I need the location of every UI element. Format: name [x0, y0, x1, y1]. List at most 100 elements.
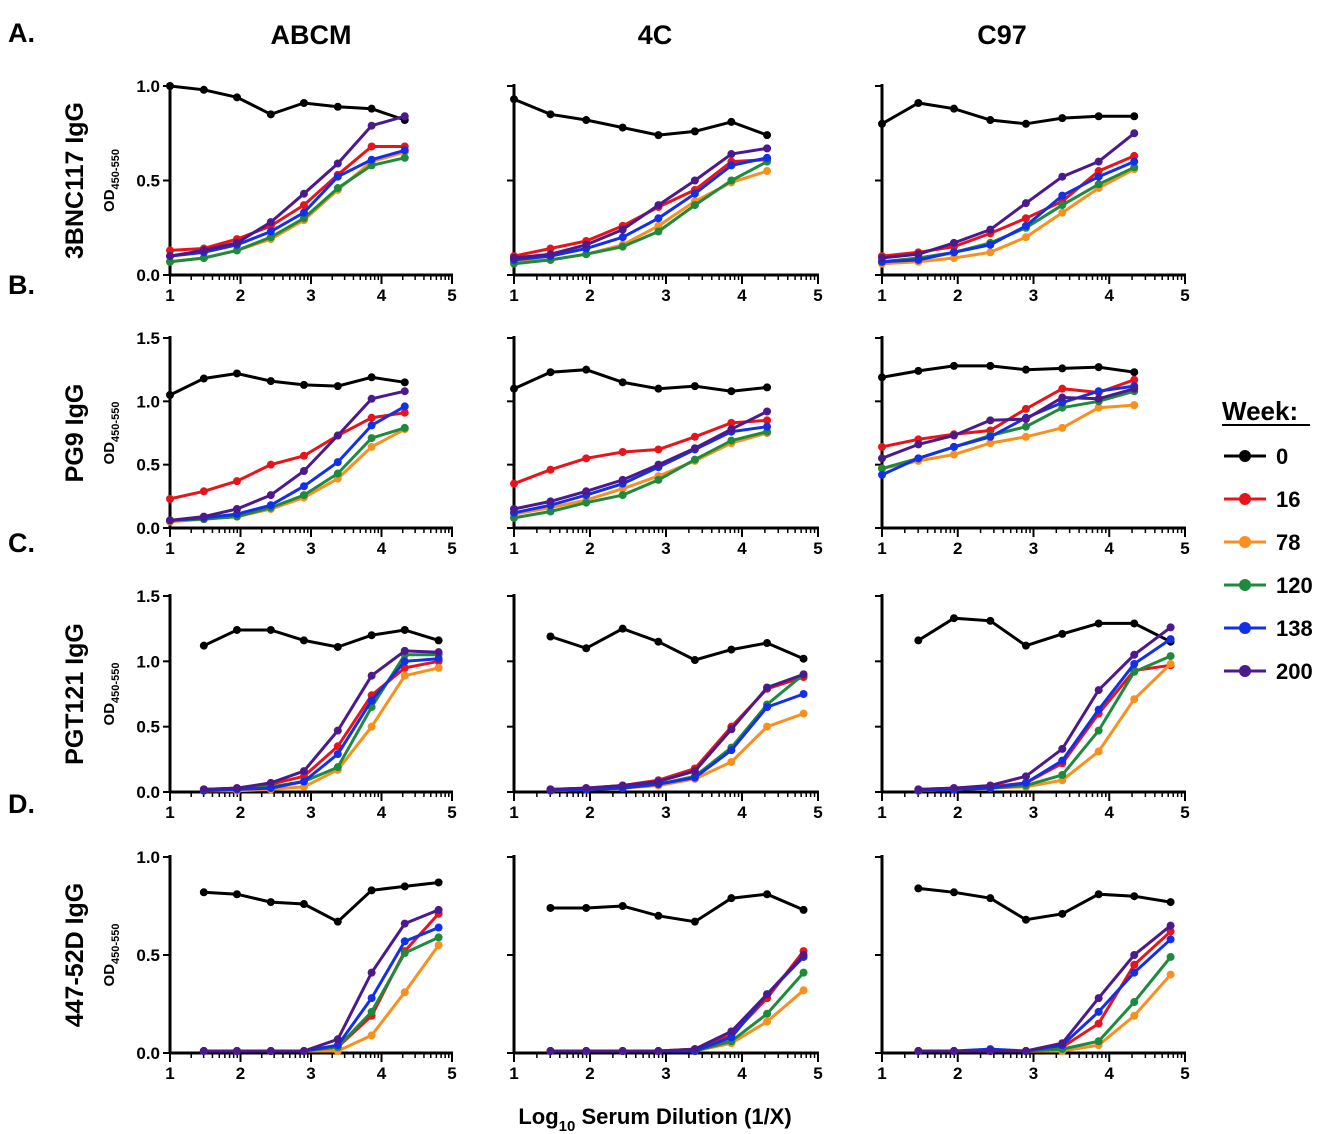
data-point [1166, 898, 1175, 907]
data-point [914, 785, 923, 794]
data-point [949, 784, 958, 793]
data-point [299, 767, 308, 776]
y-tick-label: 0.5 [136, 456, 160, 475]
data-point [582, 498, 591, 507]
x-tick-label: 4 [1105, 1064, 1115, 1083]
x-tick-label: 1 [877, 286, 886, 305]
data-point [986, 225, 995, 234]
data-point [690, 201, 699, 210]
data-point [878, 442, 886, 451]
data-point [914, 454, 923, 463]
series-week-0 [510, 365, 772, 396]
data-point [1094, 157, 1103, 166]
panel-letter: A. [8, 18, 35, 48]
x-tick-label: 2 [585, 286, 594, 305]
data-point [914, 636, 923, 645]
data-point [582, 240, 591, 249]
data-point [949, 253, 958, 262]
legend-item-week-138: 138 [1224, 616, 1313, 641]
series-week-16 [546, 947, 808, 1056]
data-point [1094, 403, 1103, 412]
x-tick-label: 1 [509, 286, 518, 305]
data-point [434, 905, 443, 914]
data-point [763, 1009, 772, 1018]
data-point [654, 637, 663, 646]
data-point [400, 937, 409, 946]
chart-pgt121-igg-4c: 1 2 3 4 5 [507, 594, 823, 822]
series-line [203, 881, 439, 924]
data-point [763, 639, 772, 648]
data-point [1130, 951, 1139, 959]
data-point [878, 119, 886, 128]
data-point [1130, 151, 1139, 160]
data-point [1166, 635, 1175, 644]
x-tick-label: 5 [447, 286, 456, 305]
data-point [690, 767, 699, 776]
row-title-447-52d-igg: 447-52D IgG [61, 883, 89, 1028]
data-point [400, 988, 409, 997]
x-tick-label: 2 [953, 803, 962, 822]
data-point [199, 512, 208, 521]
row-labels: A. 3BNC117 IgG OD450-550 B. PG9 IgG OD450-550… [8, 18, 122, 1027]
x-tick-label: 1 [877, 539, 886, 558]
data-point [1021, 778, 1030, 787]
series-line [203, 657, 439, 793]
data-point [1058, 744, 1067, 753]
data-point [367, 968, 376, 977]
data-point [654, 911, 663, 920]
data-point [727, 117, 736, 126]
data-point [199, 641, 208, 650]
x-tick-label: 1 [877, 803, 886, 822]
data-point [1094, 890, 1103, 899]
data-point [166, 252, 174, 261]
data-point [434, 648, 443, 657]
data-point [654, 131, 663, 140]
data-point [1094, 1007, 1103, 1016]
series-week-0 [166, 369, 409, 399]
data-point [367, 394, 376, 403]
x-tick-label: 2 [236, 1064, 245, 1083]
data-point [618, 491, 627, 500]
series-line [881, 101, 1135, 126]
series-week-120 [166, 153, 409, 266]
data-point [266, 898, 275, 907]
series-week-78 [878, 401, 1139, 473]
row-title-pg9-igg: PG9 IgG [61, 384, 89, 483]
x-tick-label: 5 [1180, 1064, 1189, 1083]
data-point [763, 144, 772, 153]
x-tick-label: 2 [585, 539, 594, 558]
data-point [367, 671, 376, 680]
data-point [232, 890, 241, 899]
data-point [654, 227, 663, 236]
x-tick-label: 4 [737, 1064, 747, 1083]
data-point [914, 255, 923, 264]
data-point [582, 365, 591, 374]
panel-letter: C. [8, 528, 35, 558]
series-line [169, 371, 406, 397]
data-point [986, 439, 995, 448]
data-point [1130, 968, 1139, 977]
data-point [763, 1017, 772, 1026]
data-point [546, 497, 555, 506]
data-point [949, 238, 958, 247]
data-point [333, 382, 342, 391]
chart-pg9-igg-abcm: 0.0 0.5 1.0 1.5 1 2 3 4 5 [136, 329, 456, 558]
data-point [878, 373, 886, 382]
data-point [166, 494, 174, 503]
x-tick-label: 4 [737, 286, 747, 305]
chart-447-52d-igg-abcm: 0.0 0.5 1.0 1 2 3 4 5 [136, 848, 456, 1083]
data-point [400, 919, 409, 928]
data-point [1058, 384, 1067, 393]
data-point [763, 890, 772, 899]
data-point [434, 878, 443, 887]
y-tick-label: 1.5 [136, 587, 160, 606]
data-point [400, 387, 409, 396]
data-point [1130, 695, 1139, 704]
data-point [986, 894, 995, 903]
data-point [986, 240, 995, 249]
data-point [546, 250, 555, 259]
data-point [1166, 927, 1175, 936]
data-point [434, 654, 443, 663]
data-point [299, 451, 308, 460]
data-point [266, 218, 275, 227]
